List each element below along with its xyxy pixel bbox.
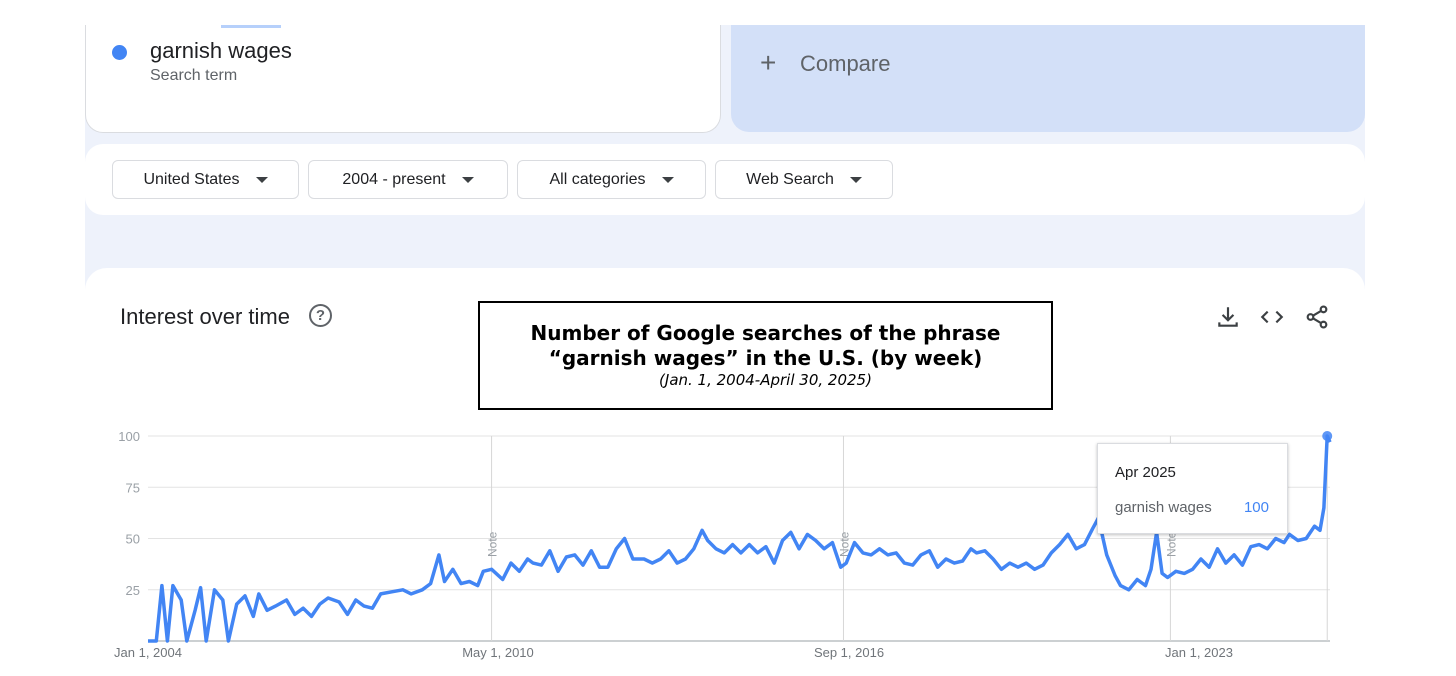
property-dropdown[interactable]: Web Search	[715, 160, 893, 199]
annotation-subtitle: (Jan. 1, 2004-April 30, 2025)	[659, 371, 872, 389]
annotation-title: Number of Google searches of the phrase …	[530, 321, 1001, 370]
tooltip-value: 100	[1243, 499, 1269, 516]
x-tick-label: Jan 1, 2004	[114, 645, 182, 660]
category-dropdown[interactable]: All categories	[517, 160, 706, 199]
chevron-down-icon	[255, 176, 268, 183]
region-dropdown[interactable]: United States	[112, 160, 299, 199]
download-icon[interactable]	[1215, 304, 1241, 330]
y-tick-label: 100	[118, 429, 140, 444]
note-label[interactable]: Note	[486, 531, 500, 557]
x-tick-label: Sep 1, 2016	[814, 645, 884, 660]
help-icon[interactable]: ?	[309, 304, 332, 327]
x-axis-ticks: Jan 1, 2004 May 1, 2010 Sep 1, 2016 Jan 1, …	[114, 645, 1233, 660]
chart-note-markers: Note Note Note	[486, 436, 1328, 641]
search-term-subtitle: Search term	[150, 67, 238, 84]
series-color-dot	[112, 45, 127, 60]
time-range-label: 2004 - present	[342, 170, 446, 188]
chevron-down-icon	[661, 176, 674, 183]
chevron-down-icon	[461, 176, 474, 183]
add-icon[interactable]: +	[760, 47, 777, 78]
tooltip-date: Apr 2025	[1115, 464, 1176, 481]
y-tick-label: 50	[126, 532, 140, 547]
compare-button-label[interactable]: Compare	[800, 51, 891, 76]
x-tick-label: May 1, 2010	[462, 645, 534, 660]
region-label: United States	[143, 170, 240, 188]
term-tab-accent	[221, 25, 281, 28]
annotation-box: Number of Google searches of the phrase …	[478, 301, 1053, 410]
property-label: Web Search	[746, 170, 834, 188]
hover-point-marker	[1322, 431, 1333, 441]
note-label[interactable]: Note	[1164, 531, 1178, 557]
y-tick-label: 75	[126, 480, 140, 495]
chart-section-title: Interest over time	[120, 304, 290, 329]
y-axis-ticks: 25 50 75 100	[118, 429, 140, 598]
series-line-garnish-wages	[148, 434, 1332, 643]
chart-tooltip: Apr 2025 garnish wages 100	[1097, 443, 1288, 534]
share-icon[interactable]	[1304, 304, 1330, 330]
compare-card[interactable]	[731, 25, 1365, 132]
chevron-down-icon	[849, 176, 862, 183]
note-label[interactable]: Note	[837, 531, 851, 557]
embed-icon[interactable]	[1259, 304, 1285, 330]
time-range-dropdown[interactable]: 2004 - present	[308, 160, 508, 199]
x-tick-label: Jan 1, 2023	[1165, 645, 1233, 660]
search-term-card[interactable]	[85, 25, 721, 133]
search-term-name[interactable]: garnish wages	[150, 38, 292, 63]
tooltip-series-name: garnish wages	[1115, 499, 1212, 516]
category-label: All categories	[549, 170, 646, 188]
y-tick-label: 25	[126, 583, 140, 598]
